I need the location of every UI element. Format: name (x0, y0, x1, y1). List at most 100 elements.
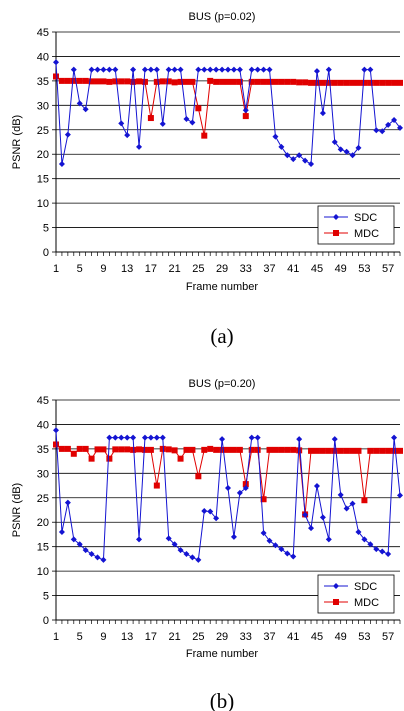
data-point-mdc (141, 78, 148, 85)
data-point-sdc (171, 66, 178, 73)
data-point-mdc (100, 78, 107, 85)
data-point-sdc (88, 551, 95, 557)
data-point-mdc (213, 78, 220, 85)
data-point-sdc (159, 434, 166, 441)
data-point-mdc (82, 77, 89, 84)
data-point-mdc (153, 482, 160, 489)
x-tick-label: 13 (121, 631, 133, 643)
data-point-sdc (213, 66, 220, 73)
data-point-sdc (136, 143, 143, 150)
legend-marker-sdc (333, 214, 339, 220)
data-point-sdc (284, 550, 291, 557)
y-tick-label: 35 (37, 444, 49, 456)
data-point-sdc (391, 434, 398, 441)
data-point-sdc (112, 66, 119, 73)
data-point-sdc (195, 66, 202, 73)
x-tick-label: 29 (216, 631, 228, 643)
x-axis-label: Frame number (186, 648, 258, 660)
y-tick-label: 25 (37, 125, 49, 137)
data-point-mdc (136, 446, 143, 453)
data-point-mdc (367, 79, 374, 86)
x-tick-label: 17 (145, 631, 157, 643)
data-point-sdc (260, 529, 267, 536)
y-tick-label: 20 (37, 517, 49, 529)
data-point-mdc (53, 73, 59, 80)
data-point-mdc (248, 78, 255, 85)
y-tick-label: 40 (37, 51, 49, 63)
figure-caption: (a) (210, 324, 233, 348)
y-tick-label: 0 (43, 247, 49, 259)
data-point-sdc (290, 553, 297, 560)
data-point-mdc (207, 445, 214, 452)
data-point-sdc (236, 66, 243, 73)
data-point-mdc (112, 446, 119, 453)
y-tick-label: 15 (37, 542, 49, 554)
data-point-sdc (290, 156, 297, 163)
data-point-mdc (189, 78, 196, 85)
legend-marker-mdc (333, 230, 339, 236)
data-point-sdc (213, 515, 220, 522)
data-point-mdc (70, 450, 77, 457)
data-point-mdc (373, 79, 380, 86)
data-point-mdc (183, 446, 190, 453)
data-point-sdc (242, 107, 249, 114)
data-point-mdc (130, 446, 137, 453)
x-tick-label: 1 (53, 263, 59, 275)
data-point-sdc (58, 161, 65, 167)
data-point-sdc (141, 434, 148, 441)
data-point-sdc (254, 66, 261, 73)
data-point-mdc (308, 447, 315, 454)
data-point-sdc (76, 541, 83, 548)
x-tick-label: 41 (287, 631, 299, 643)
y-tick-label: 30 (37, 100, 49, 112)
data-point-mdc (219, 446, 226, 453)
data-point-sdc (367, 66, 374, 73)
data-point-sdc (70, 536, 77, 543)
data-point-mdc (272, 78, 279, 85)
data-point-mdc (118, 78, 125, 85)
y-tick-label: 30 (37, 468, 49, 480)
x-tick-label: 49 (335, 263, 347, 275)
data-point-mdc (112, 78, 119, 85)
data-point-sdc (82, 547, 89, 554)
x-tick-label: 53 (358, 631, 370, 643)
data-point-mdc (397, 447, 403, 454)
data-point-mdc (296, 79, 303, 86)
data-point-sdc (124, 132, 131, 139)
data-point-mdc (124, 446, 131, 453)
data-point-mdc (141, 446, 148, 453)
figure-caption: (b) (210, 689, 235, 711)
data-point-mdc (278, 78, 285, 85)
data-point-mdc (343, 79, 350, 86)
data-point-sdc (130, 434, 137, 441)
data-point-mdc (82, 445, 89, 452)
data-point-mdc (391, 447, 398, 454)
data-point-mdc (379, 447, 386, 454)
data-point-mdc (219, 78, 226, 85)
data-point-mdc (349, 447, 356, 454)
data-point-mdc (284, 78, 291, 85)
data-point-mdc (278, 446, 285, 453)
data-point-mdc (325, 447, 332, 454)
data-point-mdc (397, 79, 403, 86)
data-point-sdc (373, 546, 380, 553)
data-point-mdc (76, 445, 83, 452)
data-point-mdc (58, 445, 65, 452)
x-tick-label: 5 (77, 631, 83, 643)
data-point-sdc (379, 548, 386, 555)
data-point-sdc (153, 66, 160, 73)
data-point-mdc (189, 446, 196, 453)
x-tick-label: 17 (145, 263, 157, 275)
data-point-mdc (195, 105, 202, 112)
data-point-sdc (147, 434, 154, 441)
data-point-mdc (302, 79, 309, 86)
x-tick-label: 57 (382, 263, 394, 275)
data-point-mdc (355, 79, 362, 86)
data-point-mdc (254, 446, 261, 453)
data-point-mdc (308, 79, 315, 86)
data-point-mdc (177, 78, 184, 85)
data-point-sdc (94, 66, 101, 73)
data-point-sdc (165, 535, 172, 542)
data-point-sdc (236, 489, 243, 496)
